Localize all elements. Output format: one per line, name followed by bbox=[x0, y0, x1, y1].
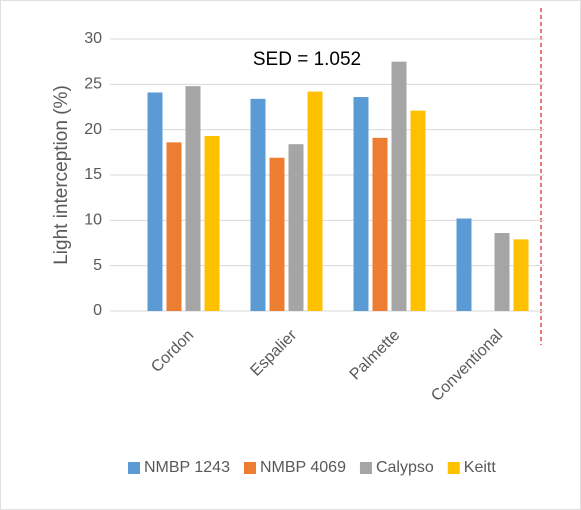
bar bbox=[166, 142, 182, 311]
bar bbox=[372, 137, 388, 311]
legend-label: NMBP 4069 bbox=[260, 459, 346, 476]
y-tick-label: 20 bbox=[84, 121, 102, 138]
bar bbox=[288, 144, 304, 311]
legend-swatch bbox=[128, 462, 140, 474]
y-tick-label: 15 bbox=[84, 166, 102, 183]
legend-swatch bbox=[243, 462, 256, 474]
legend-label: Keitt bbox=[464, 459, 497, 476]
bar bbox=[353, 97, 369, 311]
bar bbox=[250, 98, 266, 311]
bar bbox=[269, 157, 285, 311]
legend-label: Calypso bbox=[376, 459, 434, 476]
y-tick-label: 30 bbox=[84, 30, 102, 47]
bar bbox=[494, 233, 510, 311]
y-tick-label: 10 bbox=[84, 212, 102, 229]
bar bbox=[185, 86, 201, 311]
legend-swatch bbox=[359, 462, 372, 474]
y-tick-label: 0 bbox=[93, 302, 102, 319]
bar bbox=[147, 92, 163, 311]
legend-label: NMBP 1243 bbox=[144, 459, 230, 476]
bar bbox=[204, 136, 220, 311]
y-axis-label: Light interception (%) bbox=[51, 85, 72, 265]
legend-swatch bbox=[447, 462, 460, 474]
bar bbox=[456, 218, 472, 311]
y-tick-label: 5 bbox=[93, 257, 102, 274]
bar bbox=[513, 239, 529, 311]
y-tick-label: 25 bbox=[84, 76, 102, 93]
bar bbox=[410, 110, 426, 311]
annotation: SED = 1.052 bbox=[253, 49, 361, 70]
bar bbox=[391, 61, 407, 311]
bar bbox=[307, 91, 323, 311]
